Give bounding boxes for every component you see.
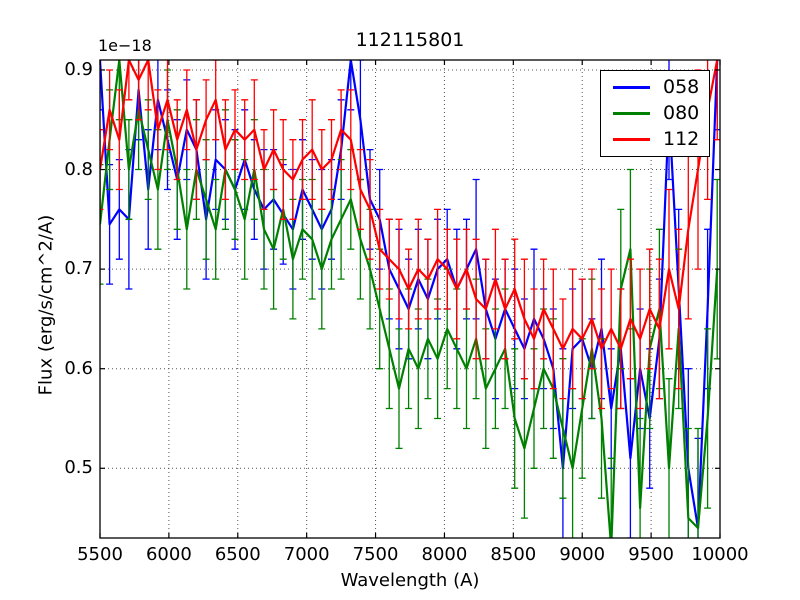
- y-tick-label: 0.7: [64, 258, 93, 280]
- x-axis-label: Wavelength (A): [340, 570, 480, 591]
- chart-title: 112115801: [355, 29, 465, 51]
- y-axis-offset-label: 1e−18: [98, 36, 152, 55]
- legend-label: 058: [663, 76, 700, 99]
- x-tick-label: 5500: [77, 544, 123, 565]
- x-tick-label: 9000: [559, 544, 606, 565]
- x-tick-label: 9500: [628, 544, 675, 565]
- legend-line-sample-green: [613, 111, 650, 115]
- legend-label: 112: [663, 127, 700, 150]
- x-tick-label: 10000: [691, 544, 749, 565]
- legend-entry-058: 058: [613, 78, 701, 97]
- series-112: [100, 60, 720, 410]
- legend: 058 080 112: [600, 70, 710, 157]
- legend-line-sample-red: [613, 137, 650, 141]
- x-tick-label: 6500: [214, 544, 261, 565]
- legend-label: 080: [663, 101, 700, 124]
- x-tick-label: 7000: [283, 544, 330, 565]
- y-tick-label: 0.8: [64, 158, 93, 180]
- legend-line-sample-blue: [613, 86, 650, 90]
- x-tick-label: 8000: [421, 544, 468, 565]
- axis-ticks: [99, 60, 721, 538]
- x-tick-label: 6000: [145, 544, 192, 565]
- legend-entry-080: 080: [613, 101, 701, 124]
- y-tick-label: 0.6: [64, 357, 93, 379]
- x-tick-label: 7500: [352, 544, 399, 565]
- y-tick-label: 0.5: [64, 457, 93, 479]
- y-tick-label: 0.9: [64, 58, 93, 80]
- legend-entry-112: 112: [613, 127, 701, 150]
- x-tick-label: 8500: [490, 544, 537, 565]
